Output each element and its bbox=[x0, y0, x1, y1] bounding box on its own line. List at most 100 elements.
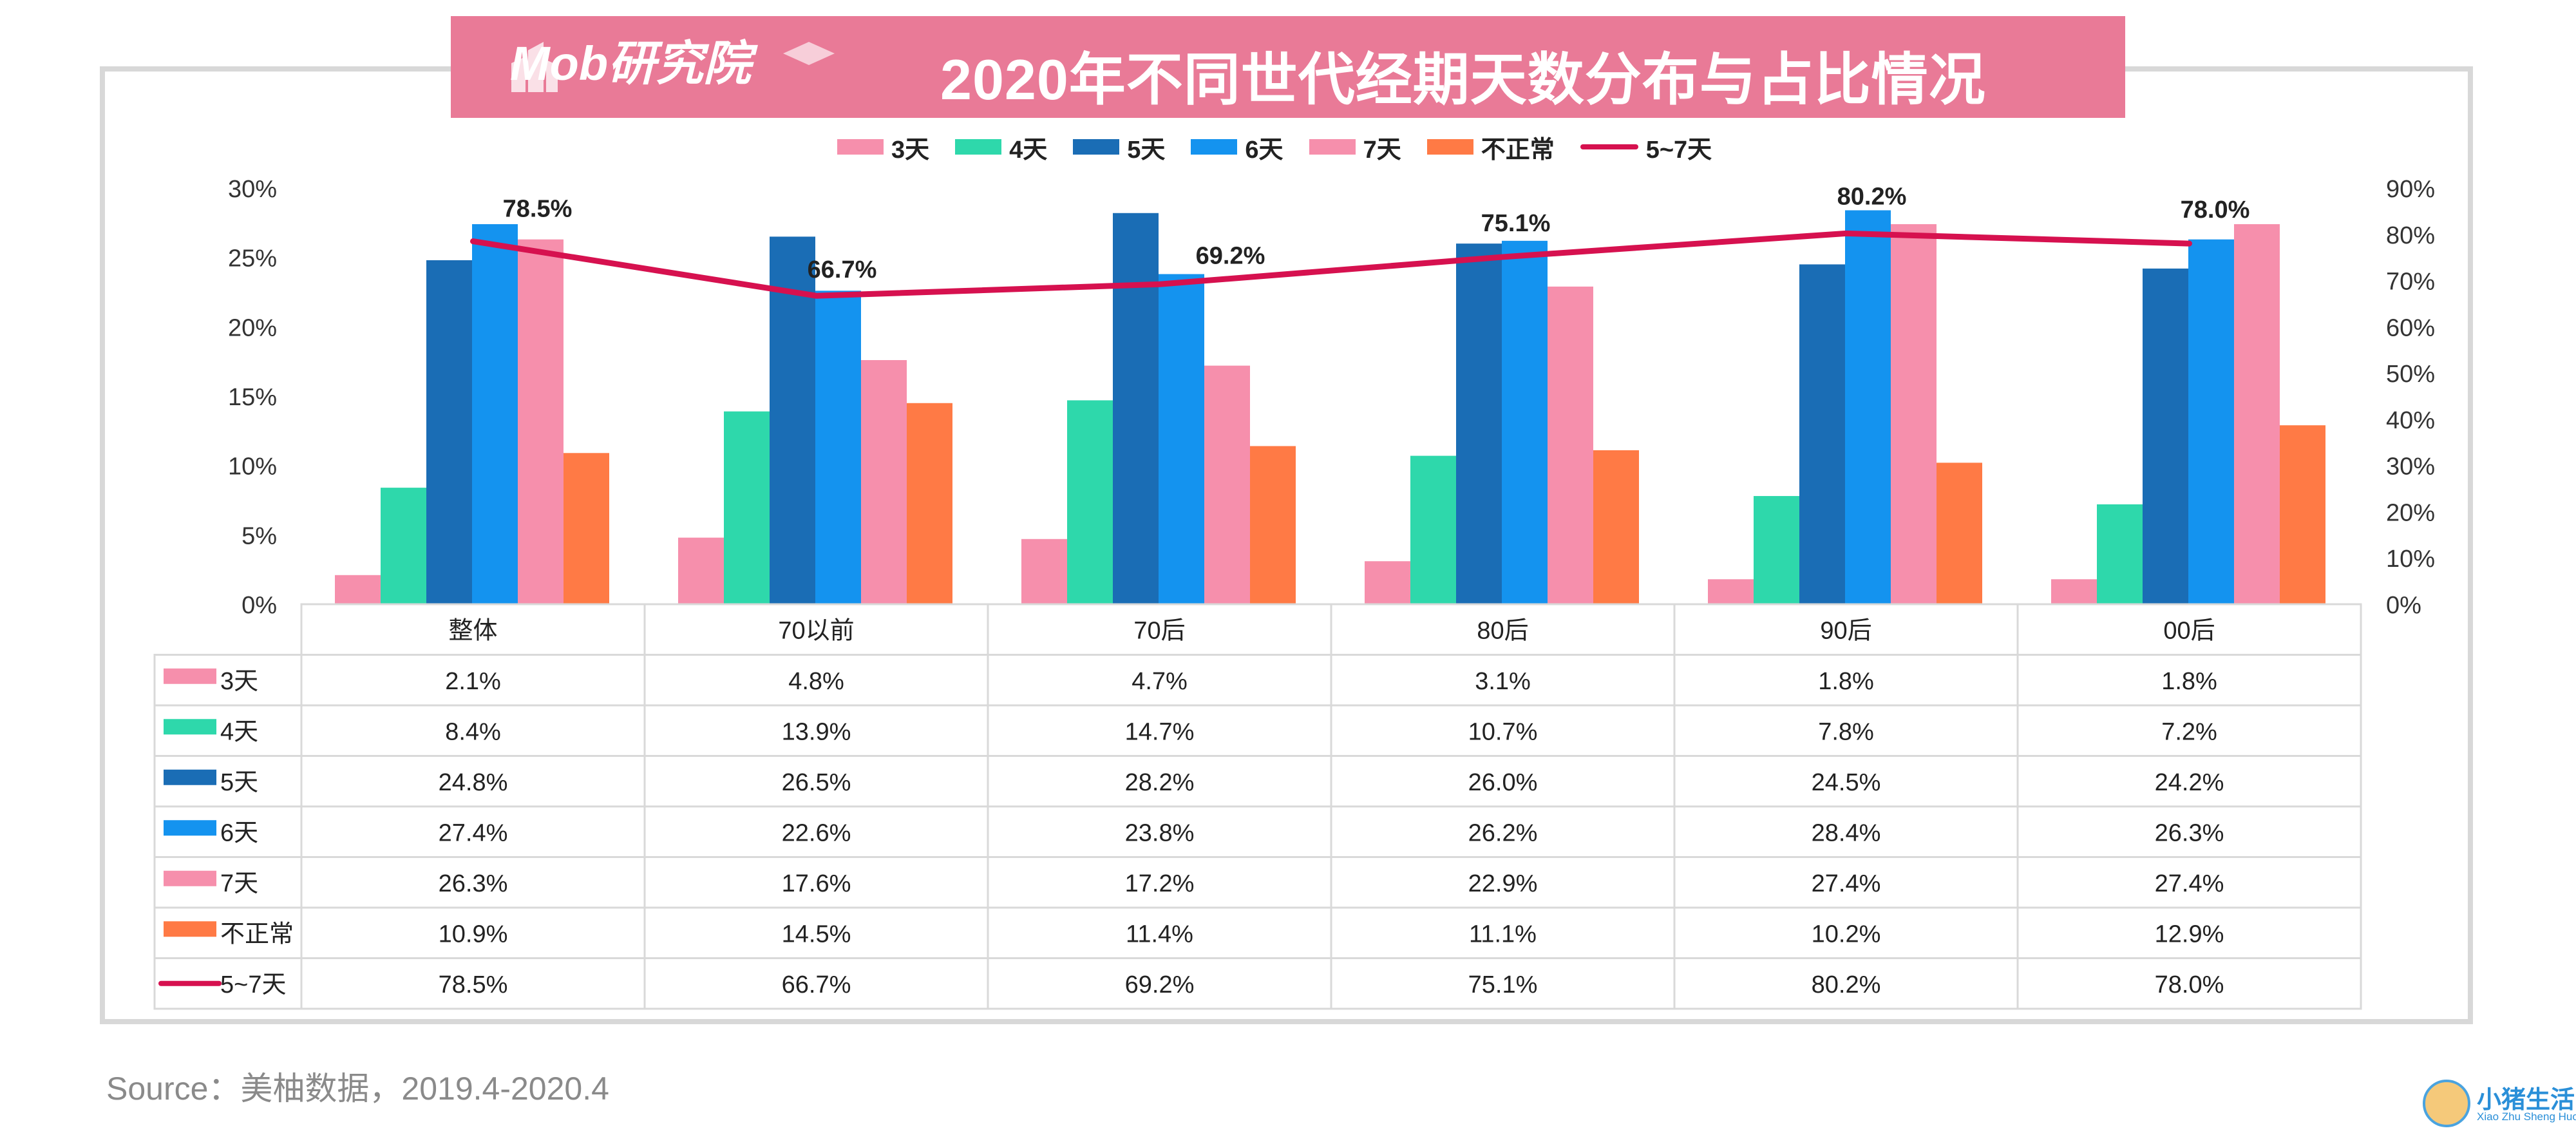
bar-2-cat-4 bbox=[1410, 455, 1456, 604]
bar-4-cat-5 bbox=[1845, 210, 1891, 604]
bar-1-cat-4 bbox=[1365, 561, 1410, 604]
table-legend-key bbox=[164, 921, 216, 937]
bar-3-cat-5 bbox=[1799, 264, 1845, 604]
table-cell bbox=[2016, 704, 2362, 757]
watermark: 小猪生活 Xiao Zhu Sheng Huo bbox=[2423, 1077, 2576, 1131]
legend-item-7days: 7天 bbox=[1309, 129, 1401, 165]
table-cell-value: 4.7% bbox=[1132, 668, 1188, 695]
table-cell bbox=[643, 906, 989, 959]
legend-swatch-3days bbox=[837, 139, 884, 155]
table-cell-value: 26.2% bbox=[1468, 819, 1538, 846]
table-cell-value: 10.7% bbox=[1468, 718, 1538, 745]
bar-6-cat-2 bbox=[907, 403, 952, 604]
table-row-label: 3天 bbox=[220, 668, 258, 695]
table-legend-key bbox=[164, 668, 216, 684]
bar-1-cat-1 bbox=[335, 575, 381, 604]
table-cell-value: 22.6% bbox=[782, 819, 851, 846]
table-cell bbox=[1673, 906, 2019, 959]
table-cell bbox=[987, 856, 1332, 909]
bar-1-cat-3 bbox=[1021, 539, 1067, 604]
table-cell bbox=[987, 805, 1332, 858]
legend-item-3days: 3天 bbox=[837, 129, 929, 165]
bar-3-cat-3 bbox=[1113, 213, 1159, 604]
y-left-tick-label: 10% bbox=[228, 453, 277, 481]
y-left-tick-label: 25% bbox=[228, 245, 277, 272]
bar-4-cat-6 bbox=[2188, 239, 2234, 604]
table-cell-value: 14.7% bbox=[1125, 718, 1195, 745]
table-cell-value: 7.8% bbox=[1818, 718, 1874, 745]
table-cell-value: 4.8% bbox=[788, 668, 844, 695]
line-data-label: 66.7% bbox=[808, 256, 877, 283]
table-cell bbox=[1673, 957, 2019, 1010]
y-left-tick-label: 30% bbox=[228, 176, 277, 203]
table-cell bbox=[300, 704, 646, 757]
table-cell bbox=[2016, 856, 2362, 909]
y-right-tick-label: 90% bbox=[2386, 176, 2435, 203]
table-cell-value: 14.5% bbox=[782, 920, 851, 948]
table-cell-value: 69.2% bbox=[1125, 971, 1195, 998]
table-cell-value: 75.1% bbox=[1468, 971, 1538, 998]
line-data-label: 78.5% bbox=[503, 196, 573, 223]
bar-6-cat-5 bbox=[1937, 463, 1982, 604]
legend-label-4days: 4天 bbox=[1009, 136, 1048, 164]
table-row-label: 5天 bbox=[220, 769, 258, 796]
table-cell bbox=[643, 654, 989, 707]
watermark-pinyin: Xiao Zhu Sheng Huo bbox=[2477, 1111, 2576, 1123]
watermark-name: 小猪生活 bbox=[2477, 1087, 2575, 1114]
table-cell-value: 28.4% bbox=[1812, 819, 1881, 846]
table-cell bbox=[2016, 654, 2362, 707]
table-cell-value: 13.9% bbox=[782, 718, 851, 745]
line-5to7days bbox=[470, 230, 2192, 299]
table-cell bbox=[2016, 957, 2362, 1010]
table-header-cell bbox=[1673, 603, 2019, 656]
table-header-cell bbox=[2016, 603, 2362, 656]
bar-1-cat-5 bbox=[1708, 579, 1754, 604]
table-cell-value: 27.4% bbox=[1812, 870, 1881, 897]
table-header-label: 70后 bbox=[1133, 617, 1185, 644]
bar-4-cat-3 bbox=[1159, 274, 1204, 604]
y-right-tick-label: 60% bbox=[2386, 314, 2435, 341]
table-cell-value: 78.0% bbox=[2155, 971, 2224, 998]
table-legend-key bbox=[164, 719, 216, 735]
table-header-label: 00后 bbox=[2163, 617, 2215, 644]
table-cell bbox=[300, 755, 646, 808]
pig-mascot-icon bbox=[2423, 1080, 2470, 1127]
table-cell bbox=[987, 755, 1332, 808]
legend-label-7days: 7天 bbox=[1363, 136, 1401, 164]
legend-label-6days: 6天 bbox=[1245, 136, 1283, 164]
table-cell-value: 11.1% bbox=[1469, 920, 1537, 948]
table-header-label: 70以前 bbox=[778, 617, 854, 644]
bar-5-cat-5 bbox=[1891, 224, 1937, 604]
logo-mark-icon bbox=[511, 42, 558, 92]
bar-3-cat-6 bbox=[2143, 268, 2188, 605]
bar-1-cat-2 bbox=[678, 537, 724, 604]
table-cell bbox=[1330, 957, 1676, 1010]
table-cell-value: 80.2% bbox=[1812, 971, 1881, 998]
legend-item-4days: 4天 bbox=[955, 129, 1047, 165]
table-cell-value: 23.8% bbox=[1125, 819, 1195, 846]
logo-cap-icon bbox=[783, 42, 835, 65]
table-cell-value: 26.3% bbox=[2155, 819, 2224, 846]
legend-label-5days: 5天 bbox=[1127, 136, 1166, 164]
chart-legend: 3天 4天 5天 6天 7天 不正常 5~7天 bbox=[837, 129, 1712, 165]
table-cell bbox=[300, 957, 646, 1010]
table-cell-value: 26.5% bbox=[782, 769, 851, 796]
table-cell-value: 8.4% bbox=[445, 718, 501, 745]
table-legend-key bbox=[164, 870, 216, 886]
bar-4-cat-1 bbox=[472, 224, 518, 604]
table-cell bbox=[1330, 906, 1676, 959]
table-cell-value: 3.1% bbox=[1475, 668, 1531, 695]
table-cell-value: 24.8% bbox=[439, 769, 508, 796]
table-legend-key bbox=[164, 820, 216, 836]
legend-swatch-abnormal bbox=[1426, 139, 1473, 155]
bar-5-cat-4 bbox=[1548, 286, 1593, 604]
table-cell-value: 7.2% bbox=[2161, 718, 2217, 745]
bar-6-cat-4 bbox=[1593, 450, 1639, 604]
bar-5-cat-3 bbox=[1204, 365, 1250, 604]
table-cell-value: 12.9% bbox=[2155, 920, 2224, 948]
bar-4-cat-2 bbox=[815, 291, 861, 604]
y-right-tick-label: 10% bbox=[2386, 546, 2435, 573]
table-cell-value: 78.5% bbox=[439, 971, 508, 998]
table-cell-value: 26.0% bbox=[1468, 769, 1538, 796]
